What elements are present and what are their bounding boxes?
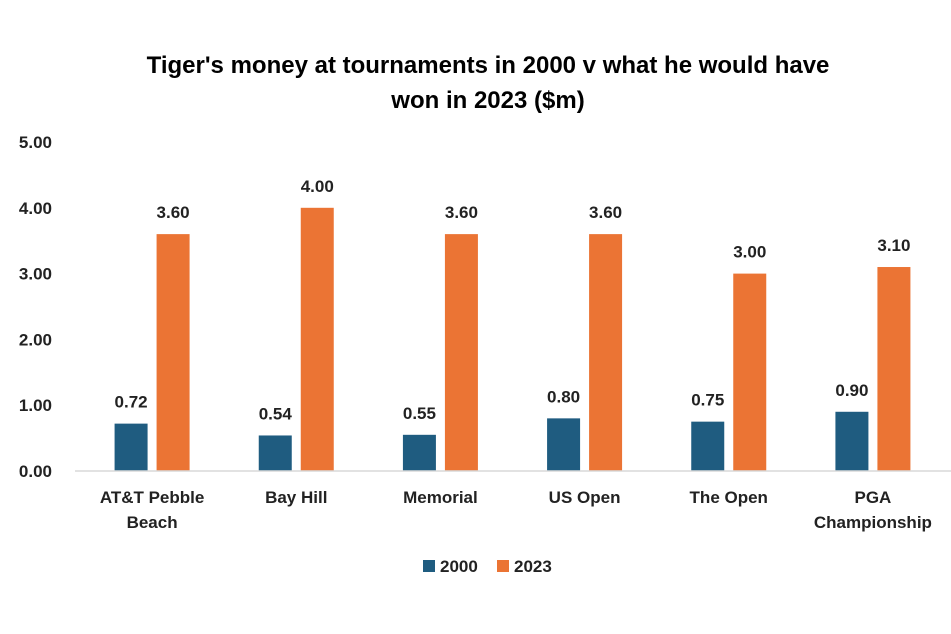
bar-2023-4: [733, 273, 767, 471]
legend-swatch-2000: [423, 560, 435, 572]
y-axis-ticks: 0.00 1.00 2.00 3.00 4.00 5.00: [19, 133, 52, 481]
category-label-0: AT&T Pebble: [100, 488, 205, 507]
chart-title-line-2: won in 2023 ($m): [390, 87, 584, 114]
data-label-2000-2: 0.55: [403, 404, 436, 423]
category-label-5: PGA: [854, 488, 891, 507]
data-label-2000-3: 0.80: [547, 387, 580, 406]
bar-2000-4: [691, 421, 725, 471]
data-label-2000-4: 0.75: [691, 391, 724, 410]
y-tick-label: 2.00: [19, 330, 52, 349]
bar-2023-3: [589, 234, 623, 471]
data-label-2000-1: 0.54: [259, 404, 293, 423]
legend-label-2023: 2023: [514, 557, 552, 576]
bar-2023-5: [877, 267, 911, 471]
legend: 2000 2023: [423, 557, 552, 576]
category-label-1: Bay Hill: [265, 488, 327, 507]
data-label-2023-2: 3.60: [445, 203, 478, 222]
bar-2000-5: [835, 411, 869, 471]
bar-2023-0: [156, 234, 190, 471]
data-label-2000-0: 0.72: [115, 393, 148, 412]
y-tick-label: 4.00: [19, 199, 52, 218]
bar-2000-0: [114, 423, 148, 471]
category-label-2: Memorial: [403, 488, 478, 507]
bar-2000-3: [547, 418, 581, 471]
data-label-2023-5: 3.10: [877, 236, 910, 255]
chart-title: Tiger's money at tournaments in 2000 v w…: [147, 52, 830, 114]
chart-title-line-1: Tiger's money at tournaments in 2000 v w…: [147, 52, 830, 79]
category-label-4: The Open: [690, 488, 768, 507]
bar-2023-1: [300, 207, 334, 472]
bar-2000-2: [402, 434, 436, 471]
category-label-5: Championship: [814, 513, 932, 532]
legend-label-2000: 2000: [440, 557, 478, 576]
data-label-2000-5: 0.90: [835, 381, 868, 400]
category-label-0: Beach: [127, 513, 178, 532]
bar-2023-2: [444, 234, 478, 471]
data-label-2023-3: 3.60: [589, 203, 622, 222]
data-label-2023-1: 4.00: [301, 177, 334, 196]
bar-2000-1: [258, 435, 292, 471]
y-tick-label: 0.00: [19, 462, 52, 481]
legend-swatch-2023: [497, 560, 509, 572]
x-axis-categories: AT&T Pebble Beach Bay Hill Memorial US Open T…: [100, 488, 932, 532]
category-label-3: US Open: [549, 488, 621, 507]
y-tick-label: 1.00: [19, 396, 52, 415]
bars: [114, 207, 911, 472]
data-labels: 0.72 3.60 0.54 4.00 0.55 3.60 0.80 3.60 0.75 3.00…: [115, 177, 911, 424]
data-label-2023-4: 3.00: [733, 243, 766, 262]
y-tick-label: 5.00: [19, 133, 52, 152]
data-label-2023-0: 3.60: [157, 203, 190, 222]
y-tick-label: 3.00: [19, 265, 52, 284]
